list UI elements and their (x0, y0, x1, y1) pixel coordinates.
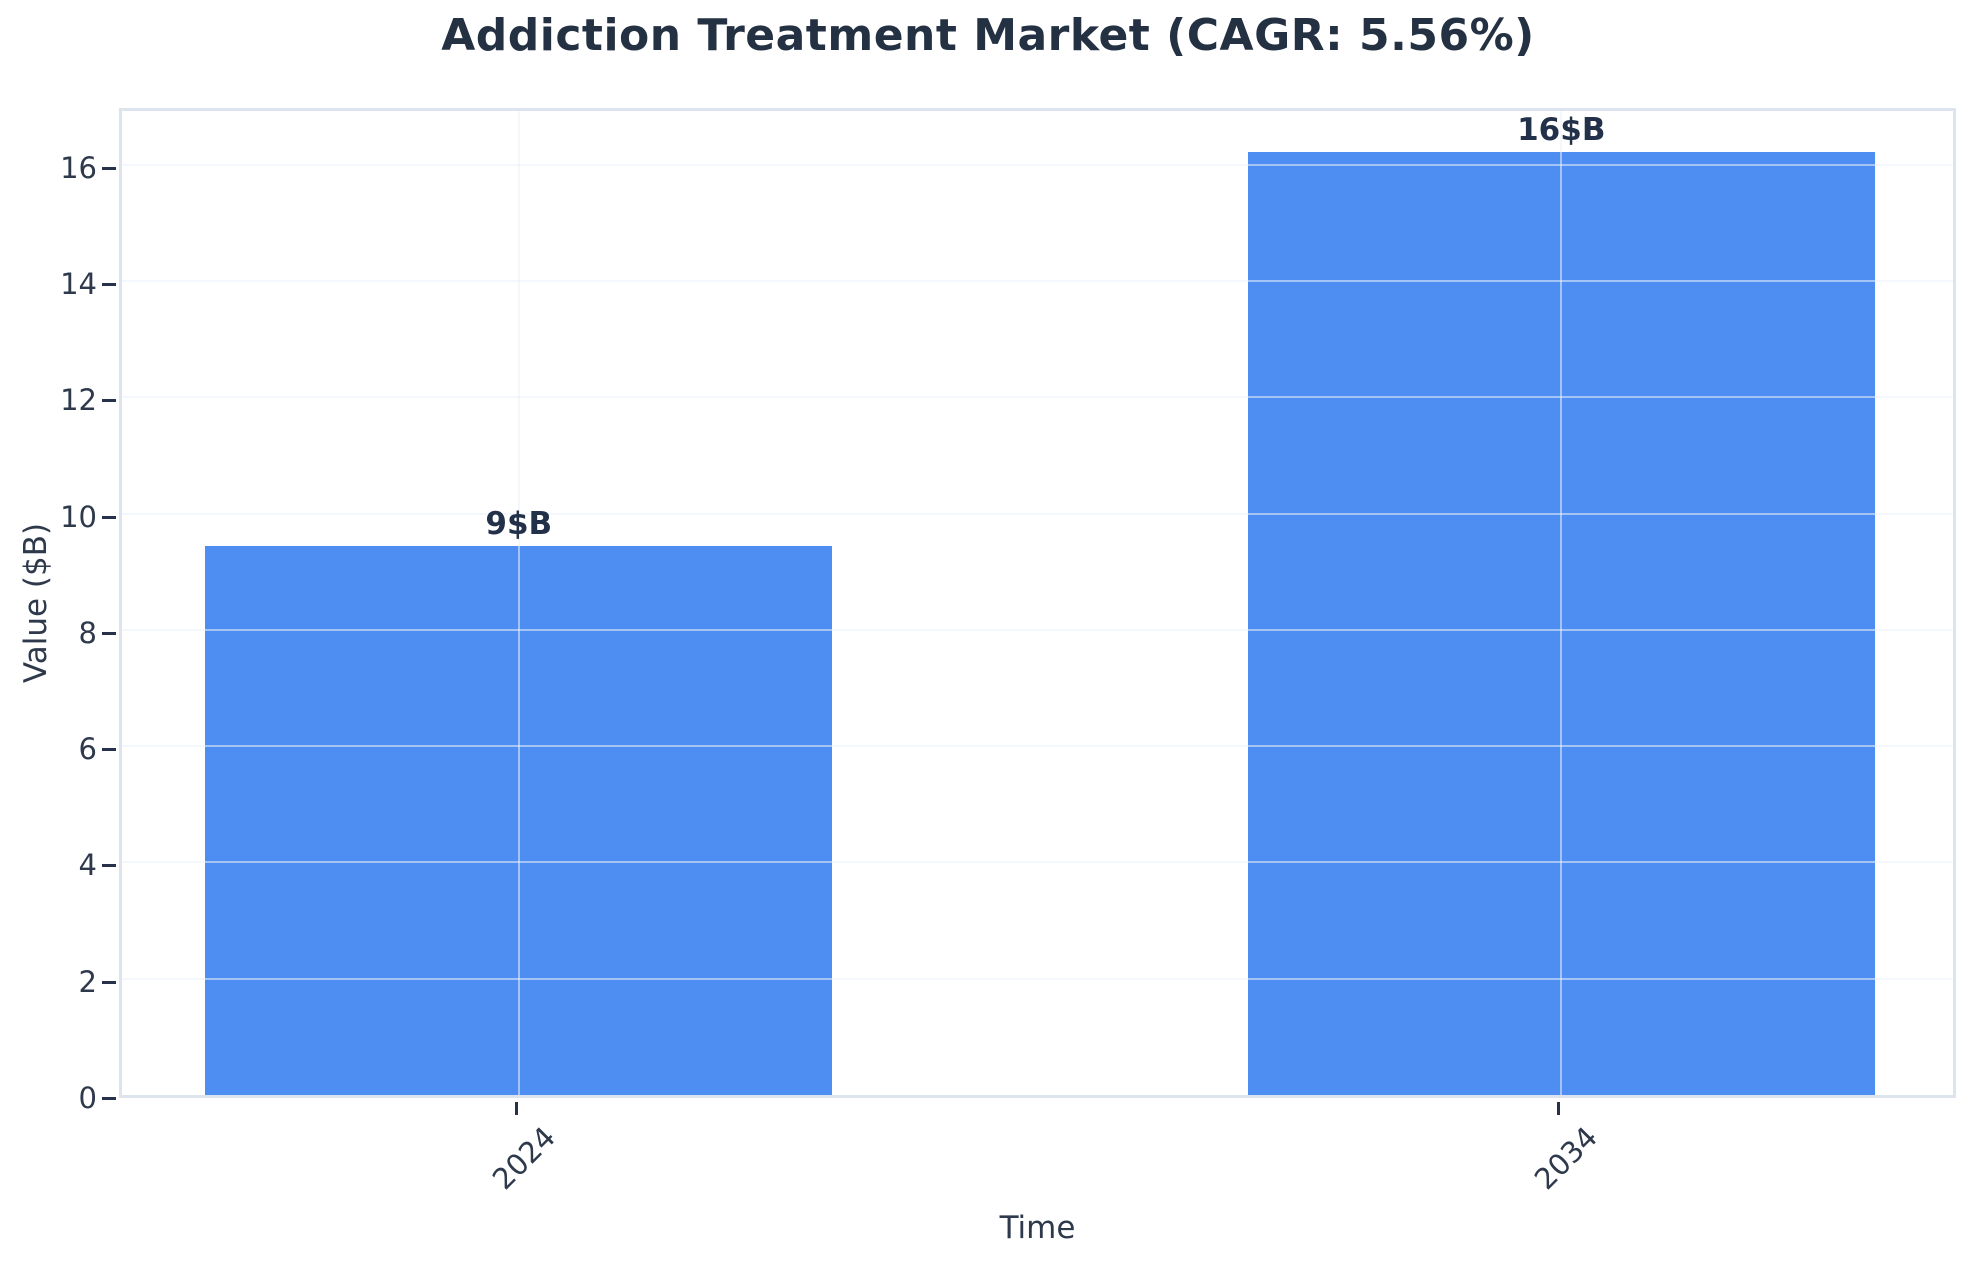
y-tick-label: 6 (78, 732, 97, 767)
plot-area: 9$B 16$B (119, 108, 1956, 1098)
bar-value-label: 16$B (1517, 111, 1606, 148)
gridline-horizontal (122, 861, 1953, 864)
gridline-horizontal (122, 396, 1953, 399)
y-tick-label: 2 (78, 964, 97, 999)
y-tick-label: 12 (60, 383, 97, 418)
bar-value-label: 9$B (485, 505, 553, 542)
y-tick-mark (102, 399, 116, 403)
y-axis-title: Value ($B) (18, 522, 54, 684)
gridline-horizontal (122, 977, 1953, 980)
y-tick-mark (102, 980, 116, 984)
y-tick-mark (102, 864, 116, 868)
gridline-vertical (1560, 111, 1563, 1095)
y-tick-mark (102, 283, 116, 287)
y-tick-mark (102, 748, 116, 752)
y-tick-label: 8 (78, 615, 97, 650)
y-tick-mark (102, 631, 116, 635)
y-tick-label: 16 (60, 150, 97, 185)
gridline-horizontal (122, 628, 1953, 631)
y-tick-mark (102, 1097, 116, 1100)
y-tick-label: 0 (78, 1081, 97, 1115)
gridline-horizontal (122, 745, 1953, 748)
y-tick-mark (102, 515, 116, 519)
gridline-horizontal (122, 163, 1953, 166)
x-axis-title: Time (999, 1210, 1076, 1246)
x-tick-label: 2024 (485, 1120, 562, 1197)
x-tick-label: 2034 (1528, 1120, 1605, 1197)
y-tick-label: 14 (60, 267, 97, 302)
chart-title: Addiction Treatment Market (CAGR: 5.56%) (441, 10, 1535, 61)
gridline-horizontal (122, 512, 1953, 515)
gridline-vertical (517, 111, 520, 1095)
gridline-horizontal (122, 280, 1953, 283)
x-tick-mark (514, 1102, 518, 1115)
y-tick-mark (102, 166, 116, 170)
y-tick-label: 4 (78, 848, 97, 883)
y-tick-label: 10 (60, 499, 97, 534)
x-tick-mark (1557, 1102, 1561, 1115)
